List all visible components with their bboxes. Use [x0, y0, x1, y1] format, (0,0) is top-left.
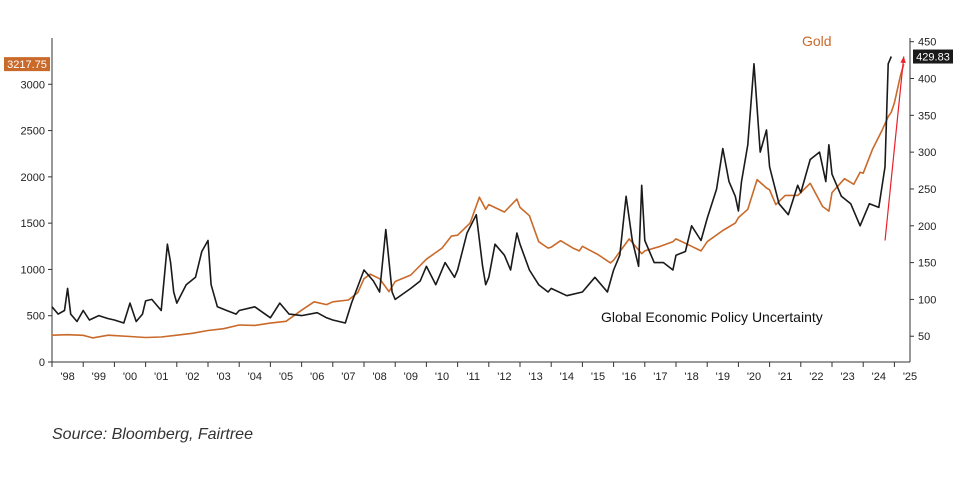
x-tick-label: '24	[872, 371, 886, 383]
gold-series-line	[51, 63, 905, 339]
right-tick-label: 200	[918, 221, 936, 233]
right-tick-label: 450	[918, 37, 936, 49]
x-tick-label: '23	[840, 371, 854, 383]
x-axis-ticks: '98 '99 '00 '01 '02 '03 '04 '05 '06 '07 '08 '09 '10 '…	[51, 362, 917, 383]
series-layer	[51, 56, 905, 339]
right-tick-label: 100	[918, 294, 936, 306]
x-tick-label: '05	[279, 371, 293, 383]
x-tick-label: '10	[435, 371, 449, 383]
x-tick-label: '20	[747, 371, 761, 383]
left-tick-label: 1000	[21, 264, 45, 276]
x-tick-label: '98	[60, 371, 74, 383]
right-tick-label: 300	[918, 147, 936, 159]
left-tick-label: 1500	[21, 218, 45, 230]
left-tick-label: 2500	[21, 126, 45, 138]
left-tick-label: 3000	[21, 79, 45, 91]
left-axis-ticks: 0 500 1000 1500 2000 2500 3000	[21, 79, 52, 369]
x-tick-label: '18	[684, 371, 698, 383]
epu-last-value-text: 429.83	[916, 52, 950, 64]
right-tick-label: 50	[918, 331, 930, 343]
right-tick-label: 350	[918, 110, 936, 122]
x-tick-label: '06	[310, 371, 324, 383]
x-tick-label: '14	[560, 371, 574, 383]
x-tick-label: '15	[591, 371, 605, 383]
x-tick-label: '25	[903, 371, 917, 383]
right-tick-label: 150	[918, 258, 936, 270]
x-tick-label: '04	[248, 371, 262, 383]
x-tick-label: '01	[154, 371, 168, 383]
gold-last-value-text: 3217.75	[7, 59, 47, 71]
chart: 0 500 1000 1500 2000 2500 3000 50 100 150 200 250 3…	[4, 33, 953, 383]
epu-series-label: Global Economic Policy Uncertainty	[601, 309, 823, 325]
x-tick-label: '07	[341, 371, 355, 383]
trend-arrow	[884, 56, 905, 241]
x-tick-label: '08	[372, 371, 386, 383]
x-tick-label: '09	[404, 371, 418, 383]
left-tick-label: 500	[27, 311, 45, 323]
epu-last-value-badge	[913, 49, 953, 64]
left-tick-label: 0	[39, 357, 45, 369]
right-axis-ticks: 50 100 150 200 250 300 350 400 450	[910, 37, 936, 343]
x-tick-label: '11	[466, 371, 480, 383]
x-tick-label: '21	[778, 371, 792, 383]
right-tick-label: 250	[918, 184, 936, 196]
epu-series-line	[51, 56, 893, 324]
x-tick-label: '13	[528, 371, 542, 383]
x-tick-label: '99	[92, 371, 106, 383]
label-layer: Gold Global Economic Policy Uncertainty 32…	[4, 33, 953, 325]
annotation-layer	[884, 56, 906, 241]
source-note: Source: Bloomberg, Fairtree	[52, 426, 253, 443]
x-tick-label: '19	[716, 371, 730, 383]
trend-arrow-head	[900, 56, 906, 64]
x-tick-label: '12	[497, 371, 511, 383]
right-tick-label: 400	[918, 74, 936, 86]
gold-series-label: Gold	[802, 33, 832, 49]
x-tick-label: '22	[809, 371, 823, 383]
x-tick-label: '17	[653, 371, 667, 383]
x-tick-label: '16	[622, 371, 636, 383]
x-tick-label: '02	[185, 371, 199, 383]
x-tick-label: '00	[123, 371, 137, 383]
x-tick-label: '03	[216, 371, 230, 383]
gold-last-value-badge	[4, 57, 50, 72]
left-tick-label: 2000	[21, 172, 45, 184]
